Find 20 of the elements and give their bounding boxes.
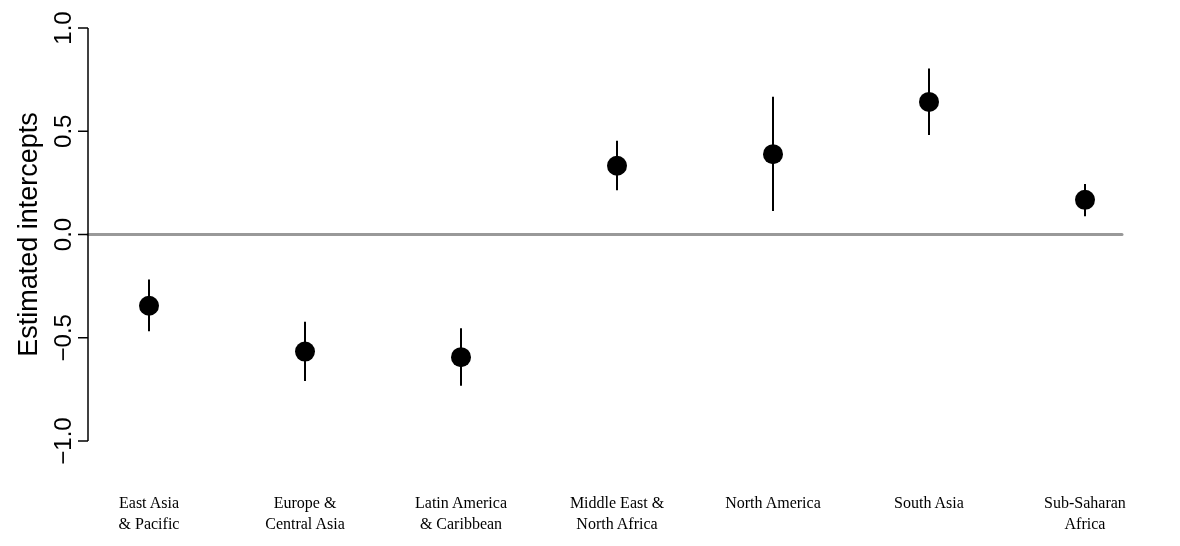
point xyxy=(919,91,939,112)
point xyxy=(607,155,627,176)
x-tick-label: Latin America & Caribbean xyxy=(415,494,507,532)
x-tick-label: Middle East & North Africa xyxy=(569,494,665,532)
y-tick-label: 1.0 xyxy=(49,11,76,45)
x-tick-label: Europe & Central Asia xyxy=(265,494,345,532)
y-tick-label: −0.5 xyxy=(49,314,76,362)
point xyxy=(451,347,471,368)
x-tick-label: Sub-Saharan Africa xyxy=(1044,494,1126,532)
x-tick-label: North America xyxy=(725,494,821,511)
y-axis-title: Estimated intercepts xyxy=(13,112,43,357)
x-tick-label: South Asia xyxy=(894,494,964,511)
y-tick-label: 0.5 xyxy=(49,114,76,148)
y-tick-label: 0.0 xyxy=(49,217,76,252)
point xyxy=(139,295,159,316)
y-tick-label: −1.0 xyxy=(49,417,76,465)
point xyxy=(295,341,315,362)
x-tick-label: East Asia & Pacific xyxy=(118,494,180,532)
point xyxy=(1075,189,1095,210)
point xyxy=(763,144,783,165)
